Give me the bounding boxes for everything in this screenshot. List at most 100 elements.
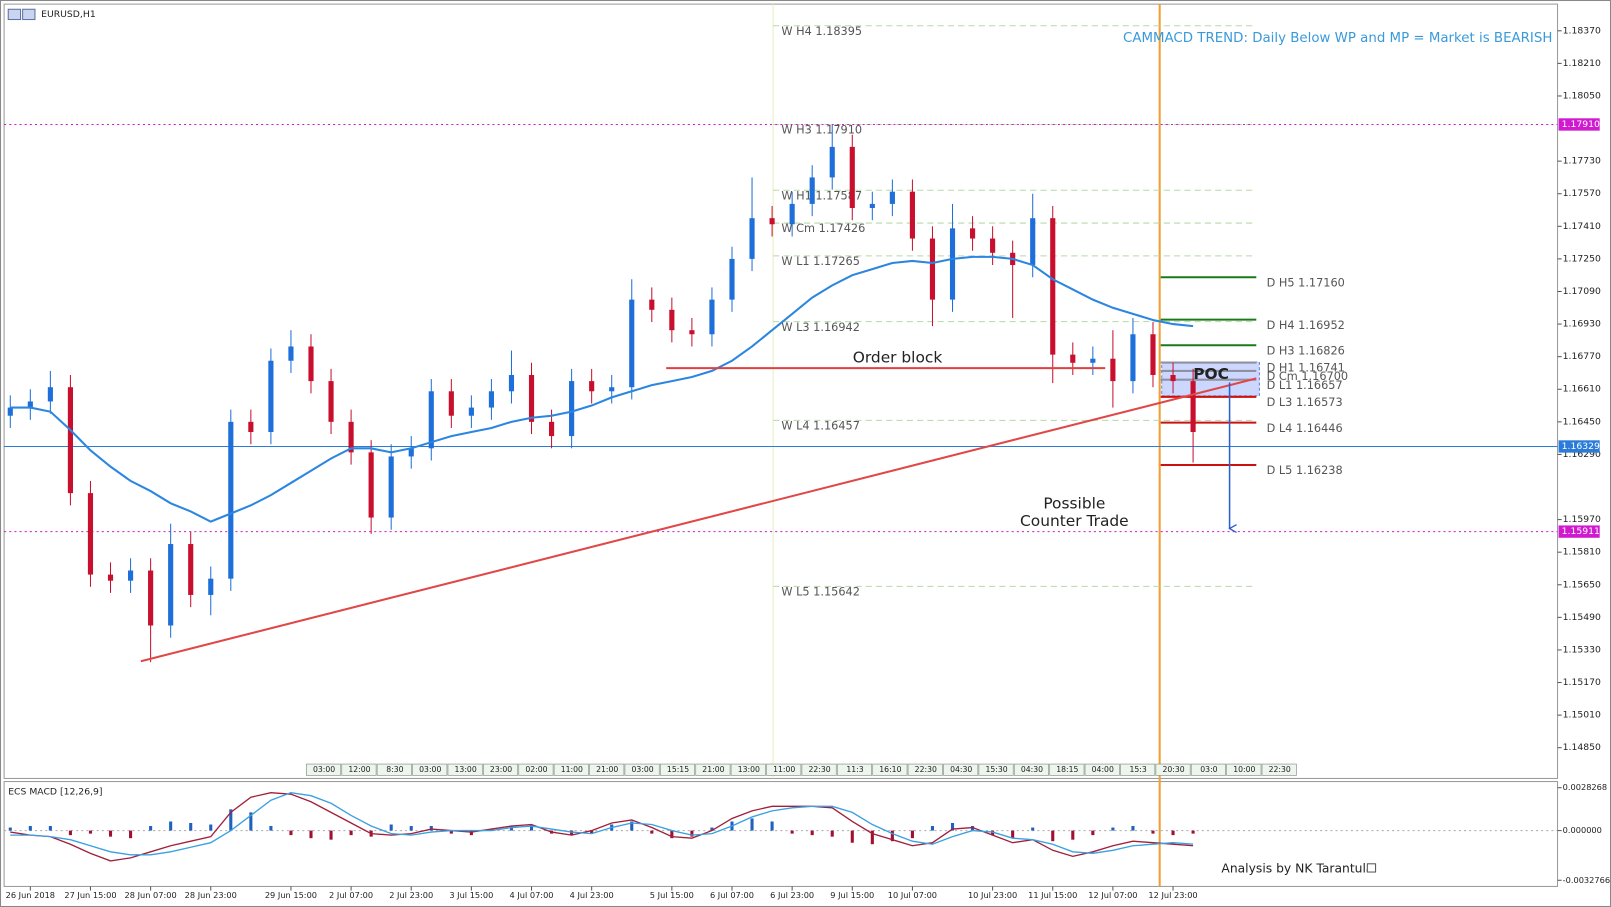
candle-body bbox=[1110, 358, 1116, 382]
time-marker: 10:00 bbox=[1233, 765, 1255, 774]
x-tick-label: 3 Jul 15:00 bbox=[449, 890, 493, 900]
histogram-bar bbox=[630, 821, 634, 831]
time-marker: 03:0 bbox=[1200, 765, 1217, 774]
x-tick-label: 28 Jun 07:00 bbox=[125, 890, 177, 900]
time-marker-box bbox=[801, 763, 837, 776]
candle-body bbox=[829, 146, 835, 178]
time-marker: 21:00 bbox=[702, 765, 724, 774]
weekly-level-label: W Cm 1.17426 bbox=[781, 222, 865, 235]
candle-body bbox=[969, 228, 976, 239]
histogram-bar bbox=[1051, 830, 1055, 842]
histogram-bar bbox=[48, 826, 52, 831]
candle-body bbox=[248, 421, 254, 433]
candle-body bbox=[408, 448, 414, 457]
symbol-title: EURUSD,H1 bbox=[41, 9, 96, 20]
histogram-bar bbox=[529, 824, 534, 831]
histogram-bar bbox=[8, 827, 12, 831]
y-tick-label: 1.15330 bbox=[1563, 644, 1601, 655]
daily-level-label: D H1 1.16741 bbox=[1267, 362, 1345, 375]
time-marker: 21:00 bbox=[596, 765, 618, 774]
daily-level-label: D H5 1.17160 bbox=[1267, 276, 1345, 289]
candle-body bbox=[569, 381, 575, 437]
weekly-level-label: W L1 1.17265 bbox=[781, 255, 860, 268]
histogram-bar bbox=[890, 830, 894, 842]
candle-body bbox=[67, 387, 73, 494]
candle-body bbox=[288, 346, 294, 361]
daily-level-label: D L4 1.16446 bbox=[1267, 422, 1343, 435]
candle-body bbox=[27, 401, 33, 408]
price-panel bbox=[3, 3, 1559, 779]
histogram-bar bbox=[1171, 830, 1175, 836]
weekly-level-label: W L4 1.16457 bbox=[781, 420, 860, 433]
signal-line bbox=[10, 791, 1194, 856]
moving-average bbox=[10, 255, 1194, 523]
y-tick-label: 1.17570 bbox=[1563, 188, 1601, 199]
time-marker-box bbox=[553, 763, 589, 776]
histogram-bar bbox=[68, 830, 72, 836]
histogram-bar bbox=[810, 830, 814, 836]
macd-panel bbox=[3, 781, 1559, 887]
candle-body bbox=[268, 360, 274, 433]
x-tick-label: 11 Jul 15:00 bbox=[1028, 890, 1077, 900]
time-marker: 12:00 bbox=[348, 765, 370, 774]
candle-body bbox=[368, 452, 374, 518]
price-label: 1.16329 bbox=[1562, 441, 1600, 452]
y-tick-label: 1.18210 bbox=[1563, 58, 1601, 69]
daily-level-label: D L1 1.16657 bbox=[1267, 379, 1343, 392]
time-marker-box bbox=[730, 763, 766, 776]
histogram-bar bbox=[309, 830, 313, 839]
candle-body bbox=[849, 146, 855, 208]
histogram-bar bbox=[1111, 827, 1115, 831]
time-marker-box bbox=[1049, 763, 1085, 776]
time-marker: 02:00 bbox=[525, 765, 547, 774]
histogram-bar bbox=[229, 809, 233, 831]
time-marker: 22:30 bbox=[1269, 765, 1291, 774]
histogram-bar bbox=[950, 822, 955, 831]
time-marker: 11:00 bbox=[773, 765, 795, 774]
time-marker: 22:30 bbox=[915, 765, 937, 774]
histogram-bar bbox=[389, 824, 393, 831]
histogram-bar bbox=[409, 826, 413, 831]
x-tick-label: 2 Jul 07:00 bbox=[329, 890, 373, 900]
weekly-level-label: W H3 1.17910 bbox=[781, 124, 862, 137]
y-tick-label: 1.16930 bbox=[1563, 319, 1601, 330]
histogram-bar bbox=[790, 830, 794, 834]
histogram-bar bbox=[489, 829, 493, 831]
time-marker-box bbox=[836, 763, 873, 776]
x-tick-label: 2 Jul 23:00 bbox=[389, 890, 433, 900]
candle-body bbox=[47, 387, 53, 402]
candle-body bbox=[709, 299, 715, 335]
histogram-bar bbox=[469, 830, 473, 836]
daily-level-label: D L5 1.16238 bbox=[1267, 464, 1343, 477]
candle-body bbox=[929, 238, 936, 300]
candle-body bbox=[468, 407, 474, 416]
time-marker-box bbox=[341, 763, 377, 776]
histogram-bar bbox=[129, 830, 133, 839]
histogram-bar bbox=[1071, 830, 1075, 840]
time-marker: 13:00 bbox=[738, 765, 760, 774]
y-tick-label: 0.000000 bbox=[1563, 825, 1602, 835]
time-marker-box bbox=[412, 763, 448, 776]
price-label-box bbox=[1558, 525, 1600, 538]
y-tick-label: 1.17730 bbox=[1563, 156, 1601, 167]
price-label-box bbox=[1558, 118, 1600, 131]
y-tick-label: 1.18050 bbox=[1563, 90, 1601, 101]
histogram-bar bbox=[88, 830, 93, 834]
weekly-level-label: W H1 1.17587 bbox=[781, 189, 862, 202]
trend-note: CAMMACD TREND: Daily Below WP and MP = M… bbox=[1123, 31, 1552, 46]
histogram-bar bbox=[1191, 830, 1195, 834]
y-tick-label: 1.17410 bbox=[1563, 221, 1601, 232]
poc-label: POC bbox=[1193, 365, 1229, 383]
candle-body bbox=[228, 421, 234, 579]
histogram-bar bbox=[269, 826, 273, 831]
candle-body bbox=[388, 456, 394, 518]
candle-body bbox=[328, 381, 334, 422]
candle-body bbox=[107, 574, 114, 581]
time-marker: 04:00 bbox=[1092, 765, 1114, 774]
histogram-bar bbox=[971, 826, 975, 831]
symbol-icon bbox=[7, 8, 22, 21]
candle-body bbox=[589, 381, 595, 392]
histogram-bar bbox=[930, 826, 935, 831]
histogram-bar bbox=[149, 826, 153, 831]
y-tick-label: 1.16610 bbox=[1563, 384, 1601, 395]
